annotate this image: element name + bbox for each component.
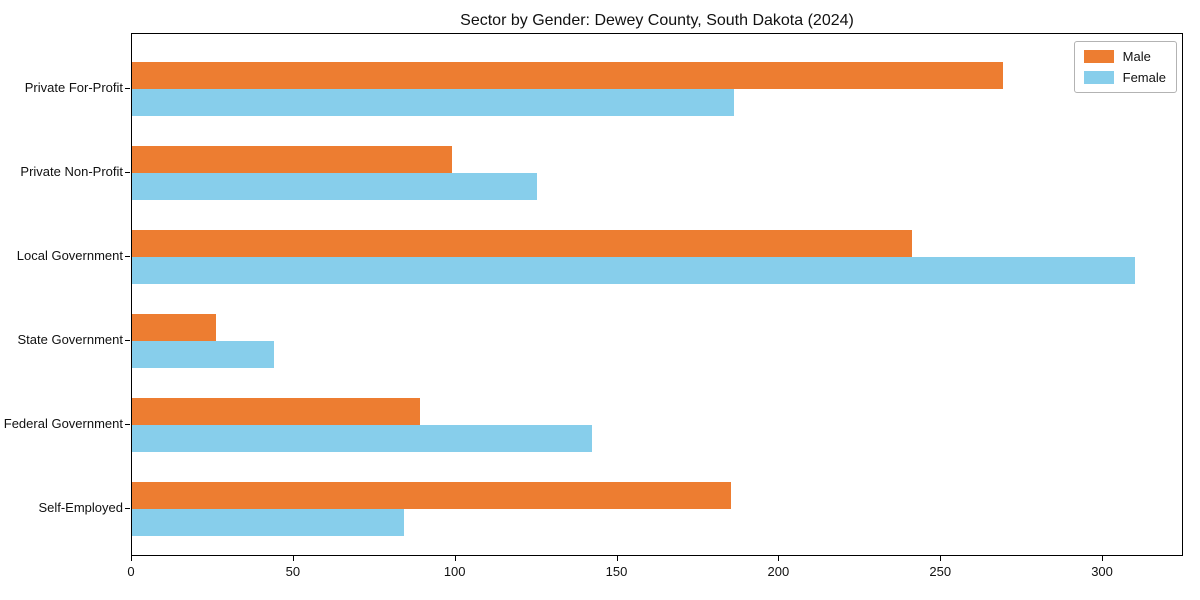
y-tick-label: Federal Government: [3, 416, 123, 431]
legend: Male Female: [1073, 41, 1177, 93]
chart-title: Sector by Gender: Dewey County, South Da…: [460, 12, 854, 29]
bar-male-5: [132, 482, 731, 509]
bar-male-3: [132, 314, 217, 341]
bar-female-5: [132, 509, 404, 536]
y-tick-mark: [125, 88, 130, 89]
legend-label-female: Female: [1122, 70, 1166, 85]
y-tick-mark: [125, 256, 130, 257]
bar-male-4: [132, 398, 421, 425]
y-tick-label: Private For-Profit: [24, 80, 123, 95]
y-tick-label: Private Non-Profit: [20, 164, 123, 179]
x-tick-mark: [454, 556, 456, 561]
y-tick-mark: [125, 424, 130, 425]
x-tick-mark: [940, 556, 942, 561]
x-tick-label: 200: [767, 564, 790, 579]
x-tick-mark: [616, 556, 618, 561]
legend-item-male: Male: [1083, 49, 1166, 64]
x-tick-label: 300: [1091, 564, 1113, 579]
y-tick-mark: [125, 508, 130, 509]
y-tick-label: State Government: [17, 332, 124, 347]
x-tick-label: 0: [127, 564, 135, 579]
legend-swatch-male: [1083, 50, 1114, 63]
legend-label-male: Male: [1122, 49, 1151, 64]
bar-male-1: [132, 146, 453, 173]
y-tick-label: Self-Employed: [38, 500, 123, 515]
y-tick-mark: [125, 340, 130, 341]
x-tick-label: 250: [929, 564, 952, 579]
y-tick-label: Local Government: [16, 248, 123, 263]
legend-item-female: Female: [1083, 70, 1166, 85]
legend-swatch-female: [1083, 71, 1114, 84]
x-tick-mark: [131, 556, 132, 561]
x-tick-label: 50: [285, 564, 301, 579]
bar-female-2: [132, 257, 1136, 284]
x-tick-mark: [1102, 556, 1104, 561]
x-tick-mark: [292, 556, 294, 561]
bar-male-2: [132, 230, 913, 257]
y-tick-mark: [125, 172, 130, 173]
x-tick-mark: [778, 556, 780, 561]
plot-area: Male Female: [131, 33, 1183, 556]
bar-female-3: [132, 341, 275, 368]
x-tick-label: 150: [605, 564, 628, 579]
bar-female-1: [132, 173, 537, 200]
x-tick-label: 100: [443, 564, 466, 579]
bar-male-0: [132, 62, 1003, 89]
bar-female-0: [132, 89, 735, 116]
bar-female-4: [132, 425, 592, 452]
